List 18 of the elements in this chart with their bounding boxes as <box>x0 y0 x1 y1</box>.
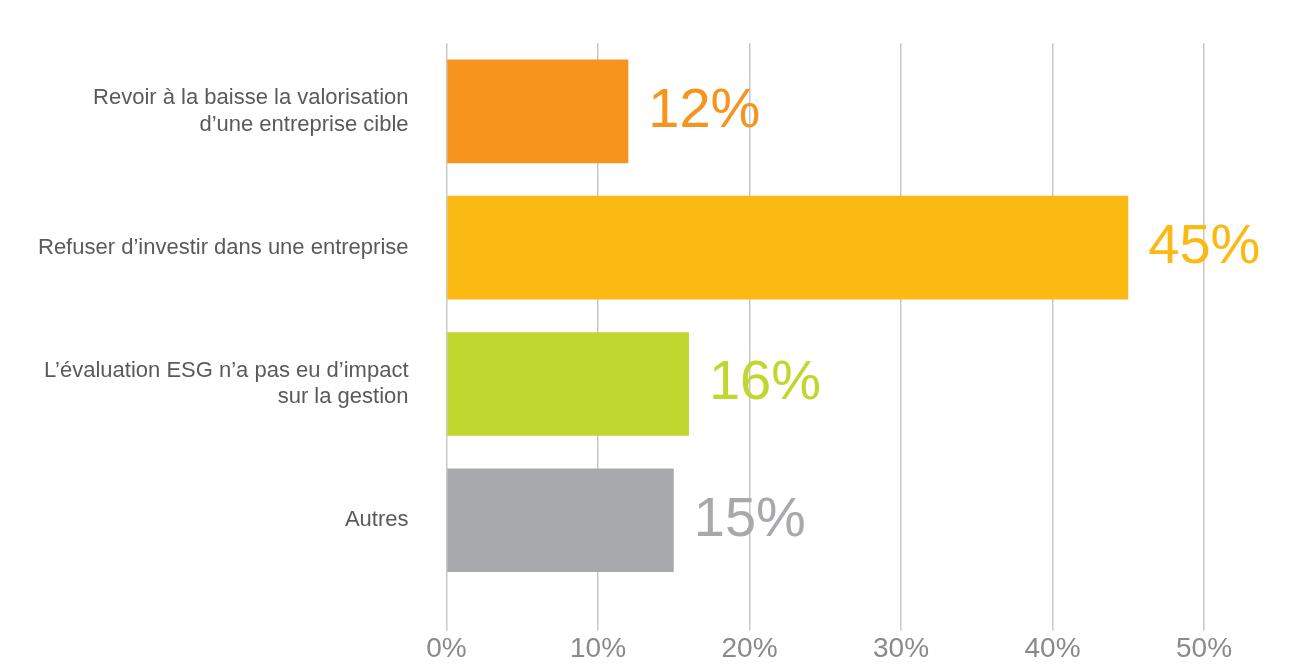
data-label: 45% <box>1148 212 1261 276</box>
bar <box>447 59 629 164</box>
x-tick-label: 50% <box>1175 631 1233 663</box>
y-tick-label: Autres <box>344 506 409 532</box>
y-tick-label: Refuser d’investir dans une entreprise <box>38 233 409 259</box>
y-tick-label: L’évaluation ESG n’a pas eu d’impact sur la gestion <box>44 356 409 409</box>
bar <box>447 468 674 573</box>
bar <box>447 195 1129 300</box>
x-tick-label: 10% <box>570 631 627 663</box>
x-tick-label: 0% <box>426 631 467 663</box>
y-tick-label: Revoir à la baisse la valorisation d’une entreprise cible <box>93 84 409 136</box>
data-label: 15% <box>693 484 806 548</box>
x-tick-label: 30% <box>872 631 930 663</box>
x-tick-label: 20% <box>721 631 778 663</box>
x-tick-label: 40% <box>1024 631 1081 663</box>
data-label: 12% <box>648 75 761 139</box>
data-label: 16% <box>708 348 822 412</box>
bar <box>447 332 689 436</box>
